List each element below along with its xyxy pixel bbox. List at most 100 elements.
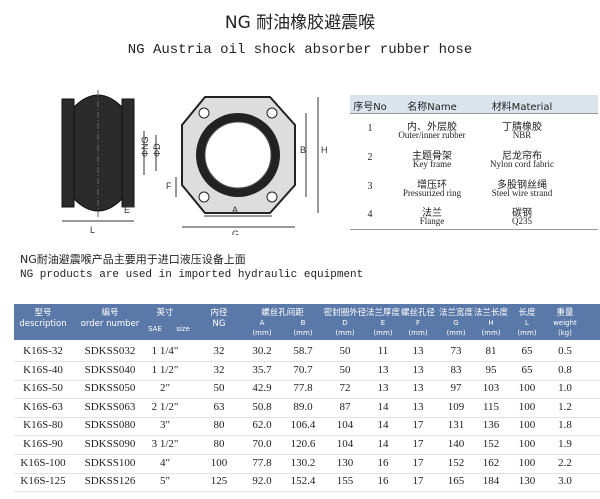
cell: K16S-32: [23, 345, 63, 357]
column-subheader: (mm): [481, 329, 501, 337]
row-rule: [14, 416, 600, 418]
cell: 130.2: [290, 456, 316, 469]
cell: 89.0: [293, 400, 313, 413]
cell: 120.6: [290, 438, 316, 450]
cell: 50.8: [252, 400, 272, 413]
cell: 130: [518, 475, 536, 488]
column-subheader: description: [19, 319, 67, 329]
rule: [350, 113, 598, 114]
material-name: 内、外层胶: [407, 122, 457, 133]
column-subheader: weight: [553, 319, 577, 327]
row-rule: [14, 454, 600, 455]
column-header: 密封圈外径: [323, 308, 367, 318]
row-rule: [14, 379, 600, 381]
material-name: 主题骨架: [412, 151, 452, 162]
cell: SDKSS126: [84, 475, 136, 488]
title: NG 耐油橡胶避震喉: [224, 13, 376, 33]
material-name: 法兰: [422, 208, 442, 219]
cell: 13: [412, 345, 424, 357]
cell: 3": [160, 419, 170, 432]
cell: 14: [377, 438, 389, 450]
column-subheader: E: [380, 319, 386, 327]
cell: 30.2: [252, 345, 272, 357]
row-rule: [14, 398, 600, 400]
cell: 35.7: [252, 363, 272, 376]
cell: 77.8: [252, 456, 272, 469]
cell: K16S-125: [20, 475, 66, 488]
cell: 72: [339, 382, 351, 395]
column-subheader: size: [176, 325, 190, 333]
column-header: 型号: [34, 308, 52, 318]
label-l: L: [90, 225, 95, 235]
cell: 115: [482, 400, 500, 413]
cell: 1 1/2": [151, 363, 179, 376]
cell: 3 1/2": [151, 438, 179, 450]
cell: 81: [485, 345, 497, 357]
cell: 11: [377, 345, 389, 357]
cell: 1.8: [558, 419, 572, 432]
cell: 32: [213, 363, 225, 376]
table-header-bg: [14, 304, 600, 340]
cell: 50: [339, 345, 351, 357]
materials-header: 序号No: [353, 102, 387, 113]
cell: 5": [160, 475, 170, 488]
column-subheader: order number: [80, 319, 140, 329]
material-no: 1: [367, 123, 373, 134]
column-subheader: (mm): [293, 329, 313, 337]
cell: K16S-40: [23, 363, 63, 376]
material-en: Nylon cord fabric: [490, 159, 554, 169]
column-subheader: (mm): [252, 329, 272, 337]
cell: 103: [482, 382, 500, 395]
cell: K16S-63: [23, 400, 63, 413]
column-header: 法兰长度: [473, 308, 509, 318]
cell: 1.9: [558, 438, 572, 450]
cell: SDKSS063: [84, 400, 136, 413]
note: NG products are used in imported hydraul…: [20, 269, 364, 281]
label-e: E: [124, 205, 130, 215]
column-subheader: NG: [212, 319, 226, 329]
cell: 155: [336, 475, 354, 488]
cell: 152: [447, 456, 465, 469]
material-en: Steel wire strand: [491, 188, 553, 198]
column-subheader: (mm): [446, 329, 466, 337]
cell: 95: [485, 363, 497, 376]
materials-header: 名称Name: [407, 102, 457, 113]
cell: 3.0: [558, 475, 572, 488]
column-subheader: (mm): [335, 329, 355, 337]
cell: 92.0: [252, 475, 272, 488]
label-f: F: [166, 181, 172, 191]
material-name: 增压环: [417, 180, 447, 191]
cell: 32: [213, 345, 225, 357]
cell: 162: [482, 456, 500, 469]
row-rule: [14, 435, 600, 437]
drawing: L E ΦNG ΦD A G B H F: [61, 90, 328, 235]
cell: 1.0: [558, 382, 572, 395]
cell: SDKSS040: [84, 363, 136, 376]
cell: 100: [518, 456, 536, 469]
cell: 83: [450, 363, 462, 376]
column-header: 法兰宽度: [438, 308, 474, 318]
material-en: Q235: [512, 216, 532, 226]
cell: 106.4: [290, 419, 316, 432]
cell: 100: [518, 419, 536, 432]
material: 丁腈橡胶: [502, 122, 542, 133]
column-subheader: F: [415, 319, 421, 327]
column-subheader: (mm): [517, 329, 537, 337]
cell: 100: [518, 382, 536, 395]
material-no: 3: [367, 181, 373, 192]
cell: 14: [377, 419, 389, 432]
row-rule: [14, 491, 600, 493]
cell: 13: [412, 382, 424, 395]
column-subheader: L: [525, 319, 529, 327]
column-subheader: D: [342, 319, 348, 327]
cell: 165: [447, 475, 465, 488]
label-b: B: [300, 145, 306, 155]
cell: SDKSS050: [84, 382, 136, 395]
cell: SDKSS100: [84, 456, 136, 469]
cell: 2.2: [558, 456, 572, 469]
cell: SDKSS080: [84, 419, 136, 432]
column-subheader: SAE: [148, 325, 162, 333]
column-header: 英寸: [156, 308, 174, 318]
materials-header-bg: [350, 95, 598, 113]
